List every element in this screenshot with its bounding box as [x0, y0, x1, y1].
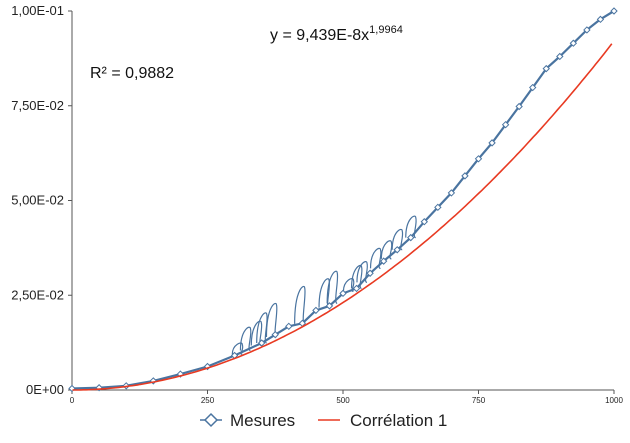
x-tick-label: 1000 — [605, 396, 623, 405]
mesures-point — [569, 39, 578, 47]
legend-item-correlation-1: Corrélation 1 — [318, 411, 447, 430]
mesures-point — [515, 102, 523, 111]
x-tick-label: 750 — [472, 396, 486, 405]
equation-exponent: 1,9964 — [369, 24, 403, 36]
mesures-point — [556, 52, 564, 61]
y-ticks: 0E+00 2,50E-02 5,00E-02 7,50E-02 1,00E-01 — [11, 3, 72, 397]
equation-prefix: y = 9,439E-8x — [270, 27, 369, 44]
legend-mesures-label: Mesures — [230, 411, 295, 430]
x-tick-label: 0 — [70, 396, 75, 405]
mesures-point — [583, 26, 591, 34]
r-squared: R² = 0,9882 — [90, 65, 174, 82]
mesures-point — [501, 120, 510, 129]
mesures-spike — [391, 228, 404, 251]
mesures-spike — [342, 277, 355, 292]
mesures-point — [420, 218, 429, 226]
mesures-point — [596, 15, 605, 24]
mesures-spike — [326, 270, 339, 304]
mesures-point — [325, 302, 334, 310]
plot-area: 0E+00 2,50E-02 5,00E-02 7,50E-02 1,00E-01 0 2… — [11, 3, 623, 405]
mesures-point — [610, 7, 618, 15]
x-tick-label: 500 — [336, 396, 350, 405]
mesures-point — [339, 289, 347, 298]
mesures-point — [271, 330, 279, 339]
mesures-point — [447, 189, 456, 197]
regression-equation: y = 9,439E-8x1,9964 — [270, 24, 403, 44]
mesures-spike — [294, 285, 306, 325]
y-tick-label: 5,00E-02 — [11, 193, 64, 208]
mesures-point — [434, 203, 442, 212]
mesures-spike — [256, 312, 268, 344]
mesures-point — [474, 155, 483, 163]
mesures-point — [461, 172, 469, 180]
correlation-curve — [72, 43, 613, 391]
mesures-point — [379, 257, 388, 265]
mesures-spike — [350, 264, 363, 290]
legend-item-mesures: Mesures — [200, 411, 295, 430]
mesures-point — [352, 284, 361, 293]
mesures-spike — [231, 342, 244, 355]
mesures-point — [393, 246, 401, 254]
y-tick-label: 0E+00 — [26, 382, 64, 397]
mesures-spike — [369, 247, 382, 270]
mesures-point — [488, 139, 496, 147]
x-ticks: 0 250 500 750 1000 — [70, 390, 623, 405]
mesures-point — [542, 64, 550, 73]
y-tick-label: 2,50E-02 — [11, 287, 64, 302]
legend-mesures-diamond-icon — [203, 412, 219, 428]
y-tick-label: 1,00E-01 — [11, 3, 64, 18]
series-correlation-1 — [72, 43, 613, 391]
mesures-point — [285, 322, 293, 331]
mesures-spike — [405, 215, 417, 239]
mesures-point — [312, 306, 320, 315]
mesures-spike — [356, 261, 368, 283]
x-tick-label: 250 — [201, 396, 215, 405]
legend-correlation-label: Corrélation 1 — [350, 411, 447, 430]
mesures-point — [528, 83, 537, 92]
legend: Mesures Corrélation 1 — [200, 411, 447, 430]
mesures-point — [407, 233, 415, 242]
mesures-point — [257, 339, 266, 347]
mesures-point — [366, 269, 374, 277]
y-tick-label: 7,50E-02 — [11, 98, 64, 113]
mesures-spike — [239, 326, 252, 352]
series-mesures — [68, 7, 618, 393]
mesures-spike — [380, 240, 393, 260]
